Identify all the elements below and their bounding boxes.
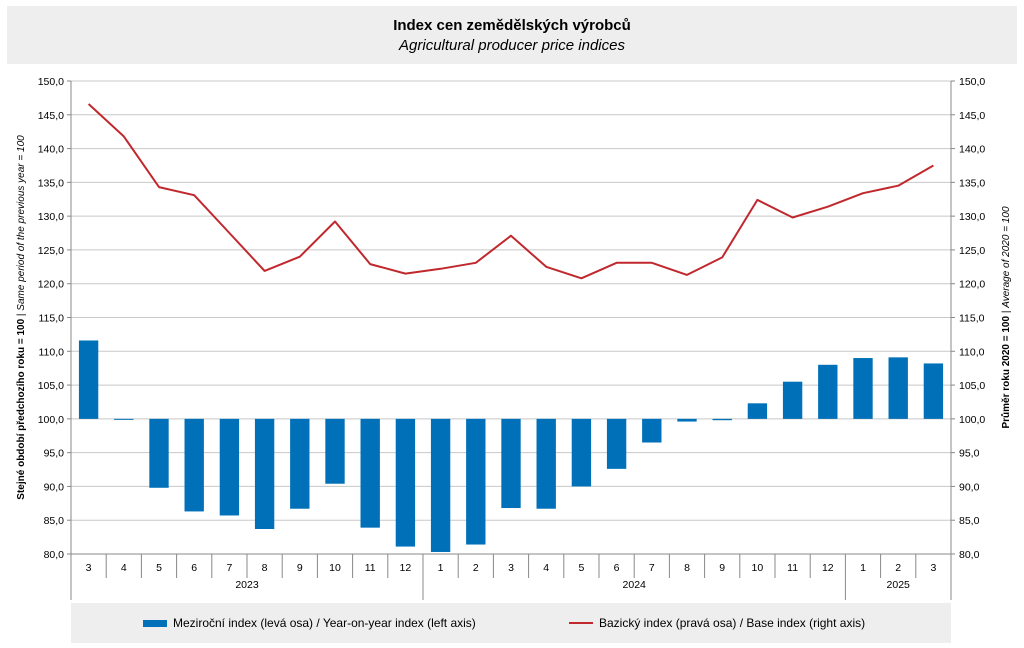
y-right-tick-label: 125,0	[959, 245, 985, 257]
y-left-tick-label: 140,0	[38, 144, 64, 156]
x-tick-label: 2	[895, 562, 901, 574]
x-group-label: 2024	[623, 579, 647, 591]
x-tick-label: 4	[121, 562, 127, 574]
y-right-tick-label: 150,0	[959, 76, 985, 88]
y-left-axis-title: Stejné období předchozího roku = 100 | S…	[16, 135, 27, 500]
bar	[395, 418, 416, 547]
x-tick-label: 3	[86, 562, 92, 574]
y-right-tick-label: 140,0	[959, 144, 985, 156]
y-right-tick-label: 120,0	[959, 279, 985, 291]
y-right-tick-label: 80,0	[959, 549, 980, 561]
y-left-tick-label: 100,0	[38, 414, 64, 426]
bar	[501, 418, 521, 509]
y-right-tick-label: 105,0	[959, 380, 985, 392]
y-right-tick-label: 115,0	[959, 313, 985, 325]
bar	[466, 418, 486, 545]
bar	[149, 418, 169, 488]
y-left-tick-label: 135,0	[38, 177, 64, 189]
y-left-tick-label: 110,0	[39, 346, 65, 358]
bar	[923, 363, 944, 419]
legend-swatch-bar	[143, 619, 167, 627]
x-tick-label: 5	[156, 562, 162, 574]
y-right-tick-label: 95,0	[959, 448, 980, 460]
x-tick-label: 12	[822, 562, 834, 574]
x-tick-label: 9	[297, 562, 303, 574]
x-group-label: 2025	[887, 579, 911, 591]
y-left-tick-label: 120,0	[38, 279, 64, 291]
bar	[606, 418, 627, 469]
y-left-tick-label: 125,0	[38, 245, 64, 257]
y-left-tick-label: 105,0	[38, 380, 64, 392]
chart-title: Index cen zemědělských výrobců	[393, 17, 631, 34]
y-left-tick-label: 85,0	[44, 515, 65, 527]
x-tick-label: 1	[438, 562, 444, 574]
y-right-tick-label: 130,0	[959, 211, 985, 223]
bar	[536, 418, 556, 509]
x-tick-label: 8	[262, 562, 268, 574]
legend-label-bar: Meziroční index (levá osa) / Year-on-yea…	[173, 616, 476, 630]
y-right-tick-label: 135,0	[959, 177, 985, 189]
y-left-tick-label: 130,0	[38, 211, 64, 223]
x-tick-label: 10	[752, 562, 764, 574]
x-tick-label: 3	[930, 562, 936, 574]
x-tick-label: 6	[191, 562, 197, 574]
x-tick-label: 7	[226, 562, 232, 574]
legend-item-line: Bazický index (pravá osa) / Base index (…	[569, 603, 865, 643]
bar	[254, 418, 275, 529]
y-left-tick-label: 90,0	[44, 481, 65, 493]
bar	[219, 418, 240, 516]
bar	[853, 358, 873, 419]
bar	[78, 340, 99, 419]
bar	[712, 418, 732, 421]
x-tick-label: 9	[719, 562, 725, 574]
y-right-axis-title: Průměr roku 2020 = 100 | Average of 2020…	[1000, 206, 1012, 428]
chart-subtitle: Agricultural producer price indices	[399, 37, 625, 54]
chart-title-box: Index cen zemědělských výrobců Agricultu…	[7, 6, 1017, 64]
y-left-tick-label: 80,0	[44, 549, 65, 561]
bar	[290, 418, 310, 509]
x-tick-label: 10	[329, 562, 341, 574]
x-tick-label: 7	[649, 562, 655, 574]
bar	[571, 418, 592, 487]
x-tick-label: 1	[860, 562, 866, 574]
bar	[184, 418, 204, 512]
bar	[325, 418, 345, 484]
x-group-label: 2023	[235, 579, 259, 591]
chart-plot: 80,0 85,0 90,0 95,0 100,0 105,0 110,0 115,0 120,…	[16, 76, 1012, 600]
y-right-tick-label: 110,0	[959, 346, 985, 358]
bar	[782, 381, 803, 419]
bar	[818, 364, 838, 419]
bar	[642, 418, 662, 443]
legend-label-line: Bazický index (pravá osa) / Base index (…	[599, 616, 866, 630]
y-right-tick-label: 90,0	[959, 481, 980, 493]
x-tick-label: 8	[684, 562, 690, 574]
bar	[677, 418, 697, 422]
bar	[747, 403, 768, 419]
x-tick-label: 11	[787, 562, 798, 574]
y-left-tick-label: 115,0	[39, 313, 65, 325]
bar	[430, 418, 451, 552]
series-line-base-index	[87, 103, 934, 280]
y-right-tick-label: 100,0	[959, 414, 985, 426]
y-left-tick-label: 150,0	[38, 76, 64, 88]
x-tick-label: 12	[400, 562, 412, 574]
bar	[888, 357, 908, 419]
x-tick-label: 2	[473, 562, 479, 574]
y-right-tick-label: 145,0	[959, 110, 985, 122]
x-tick-label: 4	[543, 562, 549, 574]
x-tick-label: 3	[508, 562, 514, 574]
y-left-tick-label: 145,0	[38, 110, 64, 122]
x-tick-label: 6	[614, 562, 620, 574]
legend-item-bar: Meziroční index (levá osa) / Year-on-yea…	[143, 603, 476, 643]
x-tick-label: 11	[365, 562, 376, 574]
chart-legend: Meziroční index (levá osa) / Year-on-yea…	[71, 603, 951, 643]
bar	[360, 418, 380, 528]
y-left-tick-label: 95,0	[44, 448, 65, 460]
legend-swatch-line	[569, 622, 593, 624]
bar	[114, 418, 134, 420]
x-tick-label: 5	[578, 562, 584, 574]
y-right-tick-label: 85,0	[959, 515, 980, 527]
